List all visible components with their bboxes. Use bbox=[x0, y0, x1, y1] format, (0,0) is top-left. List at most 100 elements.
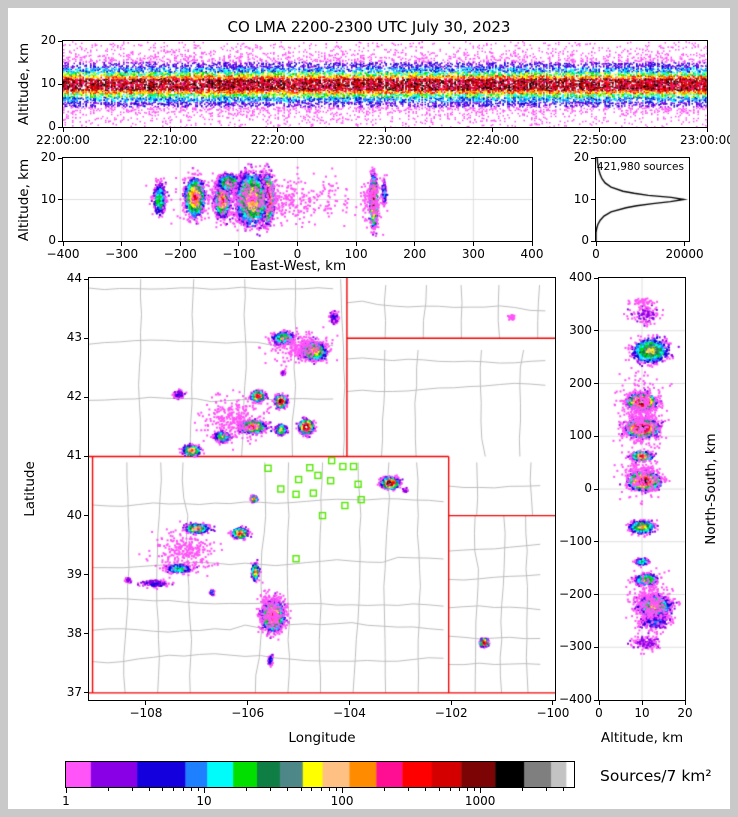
tick-label: 41 bbox=[66, 448, 82, 463]
tick-mark bbox=[84, 278, 88, 280]
tick-mark bbox=[197, 788, 199, 791]
tick-mark bbox=[62, 128, 64, 132]
tick-label: −100 bbox=[559, 533, 592, 548]
tick-label: 200 bbox=[569, 375, 592, 390]
tick-mark bbox=[58, 83, 62, 85]
ns-ylabel: North-South, km bbox=[703, 433, 719, 545]
tick-label: 300 bbox=[461, 247, 485, 261]
tick-mark bbox=[247, 701, 249, 705]
north-south-canvas bbox=[599, 278, 685, 700]
tick-label: 1 bbox=[62, 794, 70, 808]
tick-mark bbox=[84, 337, 88, 339]
tick-mark bbox=[594, 488, 598, 490]
tick-mark bbox=[311, 788, 313, 791]
tick-label: 10 bbox=[40, 76, 56, 90]
tick-mark bbox=[450, 701, 452, 705]
tick-label: 20 bbox=[677, 706, 693, 720]
tick-mark bbox=[545, 788, 547, 791]
tick-mark bbox=[531, 242, 533, 246]
tick-mark bbox=[65, 788, 67, 793]
tick-label: 39 bbox=[66, 566, 82, 581]
panel-north-south-altitude bbox=[598, 277, 686, 701]
tick-label: 44 bbox=[66, 271, 82, 286]
tick-mark bbox=[563, 788, 565, 791]
plan-view-canvas bbox=[89, 278, 555, 700]
tick-mark bbox=[203, 788, 205, 793]
tick-mark bbox=[594, 330, 598, 332]
tick-mark bbox=[320, 788, 322, 791]
tick-label: 0 bbox=[48, 233, 56, 247]
panel-time-height bbox=[62, 40, 708, 128]
tick-mark bbox=[84, 515, 88, 517]
tick-mark bbox=[594, 699, 598, 701]
tick-mark bbox=[58, 199, 62, 200]
tick-mark bbox=[341, 788, 343, 793]
tick-mark bbox=[58, 40, 62, 42]
tick-mark bbox=[425, 788, 427, 791]
tick-mark bbox=[131, 788, 133, 791]
tick-mark bbox=[458, 788, 460, 791]
tick-mark bbox=[297, 242, 298, 246]
tick-label: 22:30:00 bbox=[358, 133, 412, 147]
tick-mark bbox=[169, 128, 171, 132]
tick-mark bbox=[277, 128, 279, 132]
tick-mark bbox=[472, 242, 474, 246]
altitude-histogram-canvas bbox=[596, 158, 689, 241]
tick-label: 0 bbox=[584, 481, 592, 495]
tick-mark bbox=[491, 128, 493, 132]
tick-mark bbox=[479, 788, 481, 793]
time-height-canvas bbox=[63, 41, 707, 127]
tick-mark bbox=[684, 701, 686, 705]
tick-label: 22:00:00 bbox=[36, 133, 90, 147]
tick-label: −300 bbox=[105, 247, 139, 261]
tick-label: −100 bbox=[222, 247, 256, 261]
tick-label: 400 bbox=[569, 270, 592, 284]
panel-ew-altitude bbox=[62, 157, 533, 242]
tick-label: 300 bbox=[569, 322, 592, 337]
tick-mark bbox=[238, 242, 240, 246]
tick-mark bbox=[300, 788, 302, 791]
colorbar-title: Sources/7 km² bbox=[600, 767, 712, 785]
tick-label: −300 bbox=[559, 639, 592, 654]
tick-mark bbox=[145, 701, 147, 705]
tick-mark bbox=[107, 788, 109, 791]
tick-label: 0 bbox=[592, 247, 600, 261]
tick-label: 20 bbox=[40, 150, 56, 164]
tick-mark bbox=[121, 242, 123, 246]
tick-mark bbox=[641, 701, 643, 705]
colorbar-canvas bbox=[66, 762, 574, 787]
tick-mark bbox=[473, 788, 475, 791]
tick-mark bbox=[594, 646, 598, 648]
tick-mark bbox=[182, 788, 184, 791]
tick-mark bbox=[598, 701, 600, 705]
tick-label: 22:50:00 bbox=[572, 133, 627, 147]
tick-mark bbox=[383, 788, 385, 791]
tick-label: −102 bbox=[434, 706, 468, 720]
map-xlabel-longitude: Longitude bbox=[288, 730, 356, 746]
tick-mark bbox=[335, 788, 337, 791]
tick-label: 200 bbox=[403, 247, 427, 261]
tick-mark bbox=[521, 788, 523, 791]
tick-mark bbox=[62, 242, 64, 246]
tick-label: 23:00:00 bbox=[680, 133, 734, 147]
tick-mark bbox=[407, 788, 409, 791]
tick-label: 40 bbox=[66, 507, 82, 522]
panel-altitude-histogram: 421,980 sources bbox=[595, 157, 690, 242]
tick-mark bbox=[591, 199, 595, 200]
tick-mark bbox=[287, 788, 289, 791]
tick-mark bbox=[190, 788, 192, 791]
tick-label: 10 bbox=[634, 706, 650, 720]
tick-mark bbox=[149, 788, 151, 791]
ew-altitude-xlabel: East-West, km bbox=[249, 258, 347, 274]
tick-mark bbox=[84, 692, 88, 694]
tick-label: 100 bbox=[330, 794, 354, 808]
tick-label: 43 bbox=[66, 330, 82, 345]
colorbar bbox=[65, 761, 575, 788]
tick-mark bbox=[348, 701, 350, 705]
tick-mark bbox=[594, 277, 598, 279]
tick-mark bbox=[599, 128, 601, 132]
tick-label: 100 bbox=[569, 428, 592, 443]
panel-plan-view-map bbox=[88, 277, 556, 701]
tick-mark bbox=[594, 541, 598, 543]
